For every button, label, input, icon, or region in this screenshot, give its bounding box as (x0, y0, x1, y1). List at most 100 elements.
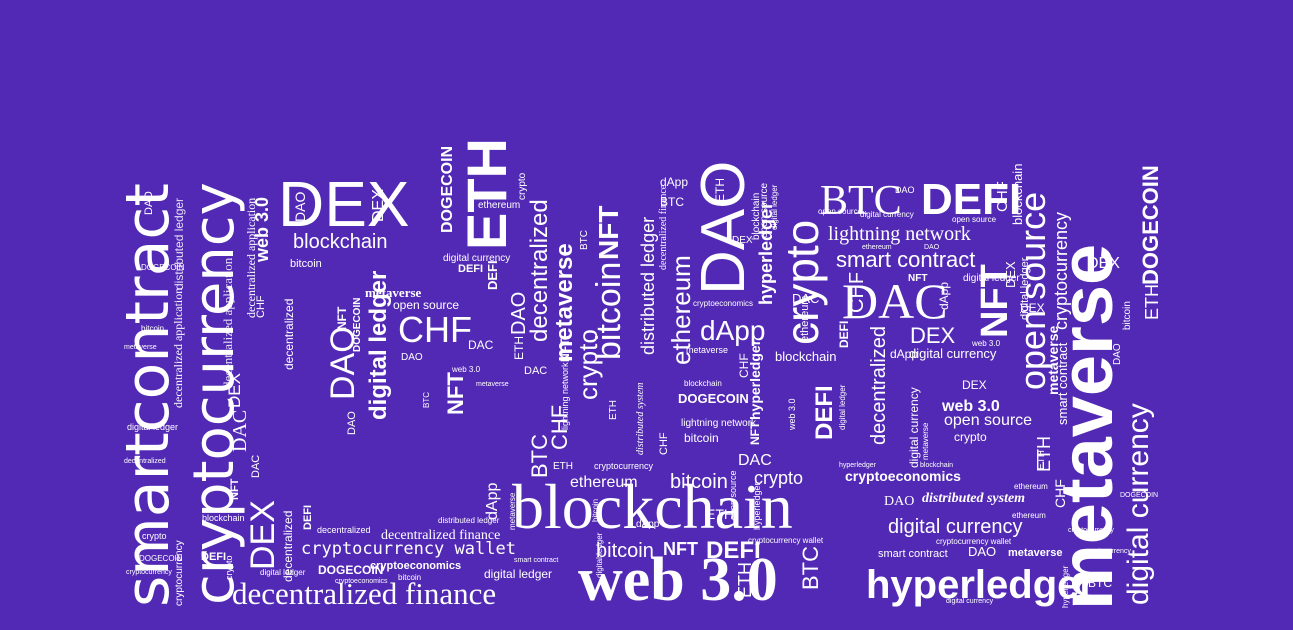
word-crypto: crypto (954, 430, 987, 444)
word-dex: DEX (370, 189, 387, 222)
word-nft: NFT (558, 338, 572, 362)
word-hyperledger: hyperledger (747, 339, 763, 420)
word-btc: BTC (798, 546, 823, 590)
word-dao: DAO (884, 494, 914, 509)
word-nft: NFT (974, 264, 1016, 338)
word-web3: web 3.0 (451, 365, 481, 374)
word-digital-currency: digital currency (946, 598, 994, 605)
word-cryptocurrency: cryptocurrency (126, 569, 172, 576)
word-blockchain: blockchain (684, 379, 722, 388)
word-cryptocurrency-wallet: cryptocurrency wallet (748, 536, 824, 545)
word-eth: ETH (1036, 450, 1047, 470)
word-digital-currency: digital currency (860, 210, 914, 219)
word-decentralized: decentralized (124, 458, 166, 465)
word-open-source: open source (944, 412, 1032, 429)
word-eth: ETH (455, 138, 518, 250)
word-hyperledger: hyperledger (752, 482, 762, 530)
word-metaverse: metaverse (1045, 326, 1061, 395)
word-distributed-system: distributed system (922, 491, 1025, 506)
word-cryptocurrency-wallet: cryptocurrency wallet (936, 537, 1012, 546)
word-cryptocurrency: cryptocurrency (174, 540, 185, 606)
word-open-source: open source (952, 215, 997, 224)
word-ethereum: ethereum (666, 255, 696, 365)
word-dac: DAC (250, 455, 262, 478)
word-dao: DAO (968, 544, 996, 559)
word-blockchain: blockchain (1010, 164, 1025, 225)
word-decentralized-application: decentralized application (220, 257, 235, 388)
word-open-source: open source (1012, 192, 1053, 390)
word-btc: BTC (820, 178, 902, 224)
word-cryptocurrency: cryptocurrency (594, 461, 654, 471)
word-dac: DAC (524, 365, 547, 377)
word-hyperledger: hyperledger (866, 563, 1095, 607)
word-digital-ledger: digital ledger (260, 568, 306, 577)
word-btc: BTC (422, 392, 431, 408)
word-chf: CHF (1052, 479, 1068, 508)
word-decentralized: decentralized (282, 299, 296, 370)
word-ethereum: ethereum (478, 200, 520, 211)
word-hyperledger: hyperledger (756, 202, 776, 305)
word-open-source: open source (728, 470, 738, 520)
word-dapp: dApp (484, 483, 501, 520)
word-dac: DAC (229, 410, 251, 452)
word-metaverse: metaverse (551, 243, 578, 362)
word-metaverse: metaverse (476, 381, 509, 388)
word-decentralized-finance: decentralized finance (381, 528, 500, 543)
word-metaverse: metaverse (1045, 244, 1128, 610)
word-bitcoin: bitcoin (590, 262, 628, 360)
word-distributed-ledger: distributed ledger (172, 198, 186, 290)
word-digital-ledger: digital ledger (595, 532, 604, 578)
word-chf: CHF (658, 432, 670, 455)
word-digital-currency: digital currency (1122, 403, 1155, 605)
word-cryptocurrency: cryptocurrency (1051, 212, 1071, 330)
word-dac: DAC (468, 338, 494, 352)
word-dex: DEX (732, 235, 753, 246)
word-dex: DEX (1020, 301, 1045, 315)
word-dao: DAO (689, 161, 758, 295)
word-bitcoin: bitcoin (141, 324, 164, 333)
word-metaverse: metaverse (921, 422, 930, 460)
word-cryptoeconomics: cryptoeconomics (370, 560, 461, 572)
word-dapp: dApp (890, 347, 918, 361)
word-dac: DAC (842, 273, 948, 329)
word-distributed-ledger: distributed ledger (438, 516, 500, 525)
word-dogecoin: DOGECOIN (139, 554, 183, 563)
word-nft: NFT (748, 421, 762, 445)
word-metaverse: metaverse (686, 345, 728, 355)
word-dao: DAO (1112, 343, 1123, 365)
word-nft: NFT (908, 273, 927, 284)
word-eth: ETH (713, 178, 727, 202)
word-chf: CHF (737, 353, 751, 378)
word-dao: DAO (292, 192, 308, 222)
word-decentralized-finance: decentralized finance (658, 184, 669, 270)
word-decentralized: decentralized (281, 511, 295, 582)
word-decentralized-finance: decentralized finance (232, 576, 496, 611)
word-dex: DEX (225, 373, 244, 408)
word-chf: CHF (398, 309, 472, 350)
word-digital-ledger: digital ledger (127, 422, 178, 432)
word-dao: DAO (346, 411, 358, 435)
word-defi: DEFI (811, 385, 838, 440)
word-cryptocurrency: cryptocurrency (182, 182, 247, 605)
word-digital-currency: digital currency (909, 346, 997, 361)
word-btc: BTC (1088, 576, 1112, 590)
word-digital-currency: digital currency (888, 516, 1023, 538)
word-blockchain: blockchain (512, 471, 793, 542)
word-dapp: dApp (937, 282, 951, 310)
word-defi: DEFI (921, 175, 1021, 224)
word-cryptoeconomics: cryptoeconomics (845, 468, 961, 484)
word-btc: BTC (527, 434, 552, 478)
word-blockchain: blockchain (751, 193, 762, 240)
word-btc: BTC (660, 195, 684, 209)
word-lightning-network: lightning network (681, 418, 757, 429)
word-digital-currency: digital currency (907, 387, 921, 468)
word-crypto: crypto (776, 220, 828, 345)
word-dogecoin: DOGECOIN (318, 563, 383, 577)
word-ethereum: ethereum (862, 244, 892, 251)
word-digital-currency: digital currency (443, 253, 510, 264)
word-hyperledger: hyperledger (839, 462, 877, 469)
word-dex: DEX (1003, 261, 1018, 288)
word-cryptocurrency: cryptocurrency (1085, 548, 1131, 555)
word-eth: ETH (608, 400, 619, 420)
